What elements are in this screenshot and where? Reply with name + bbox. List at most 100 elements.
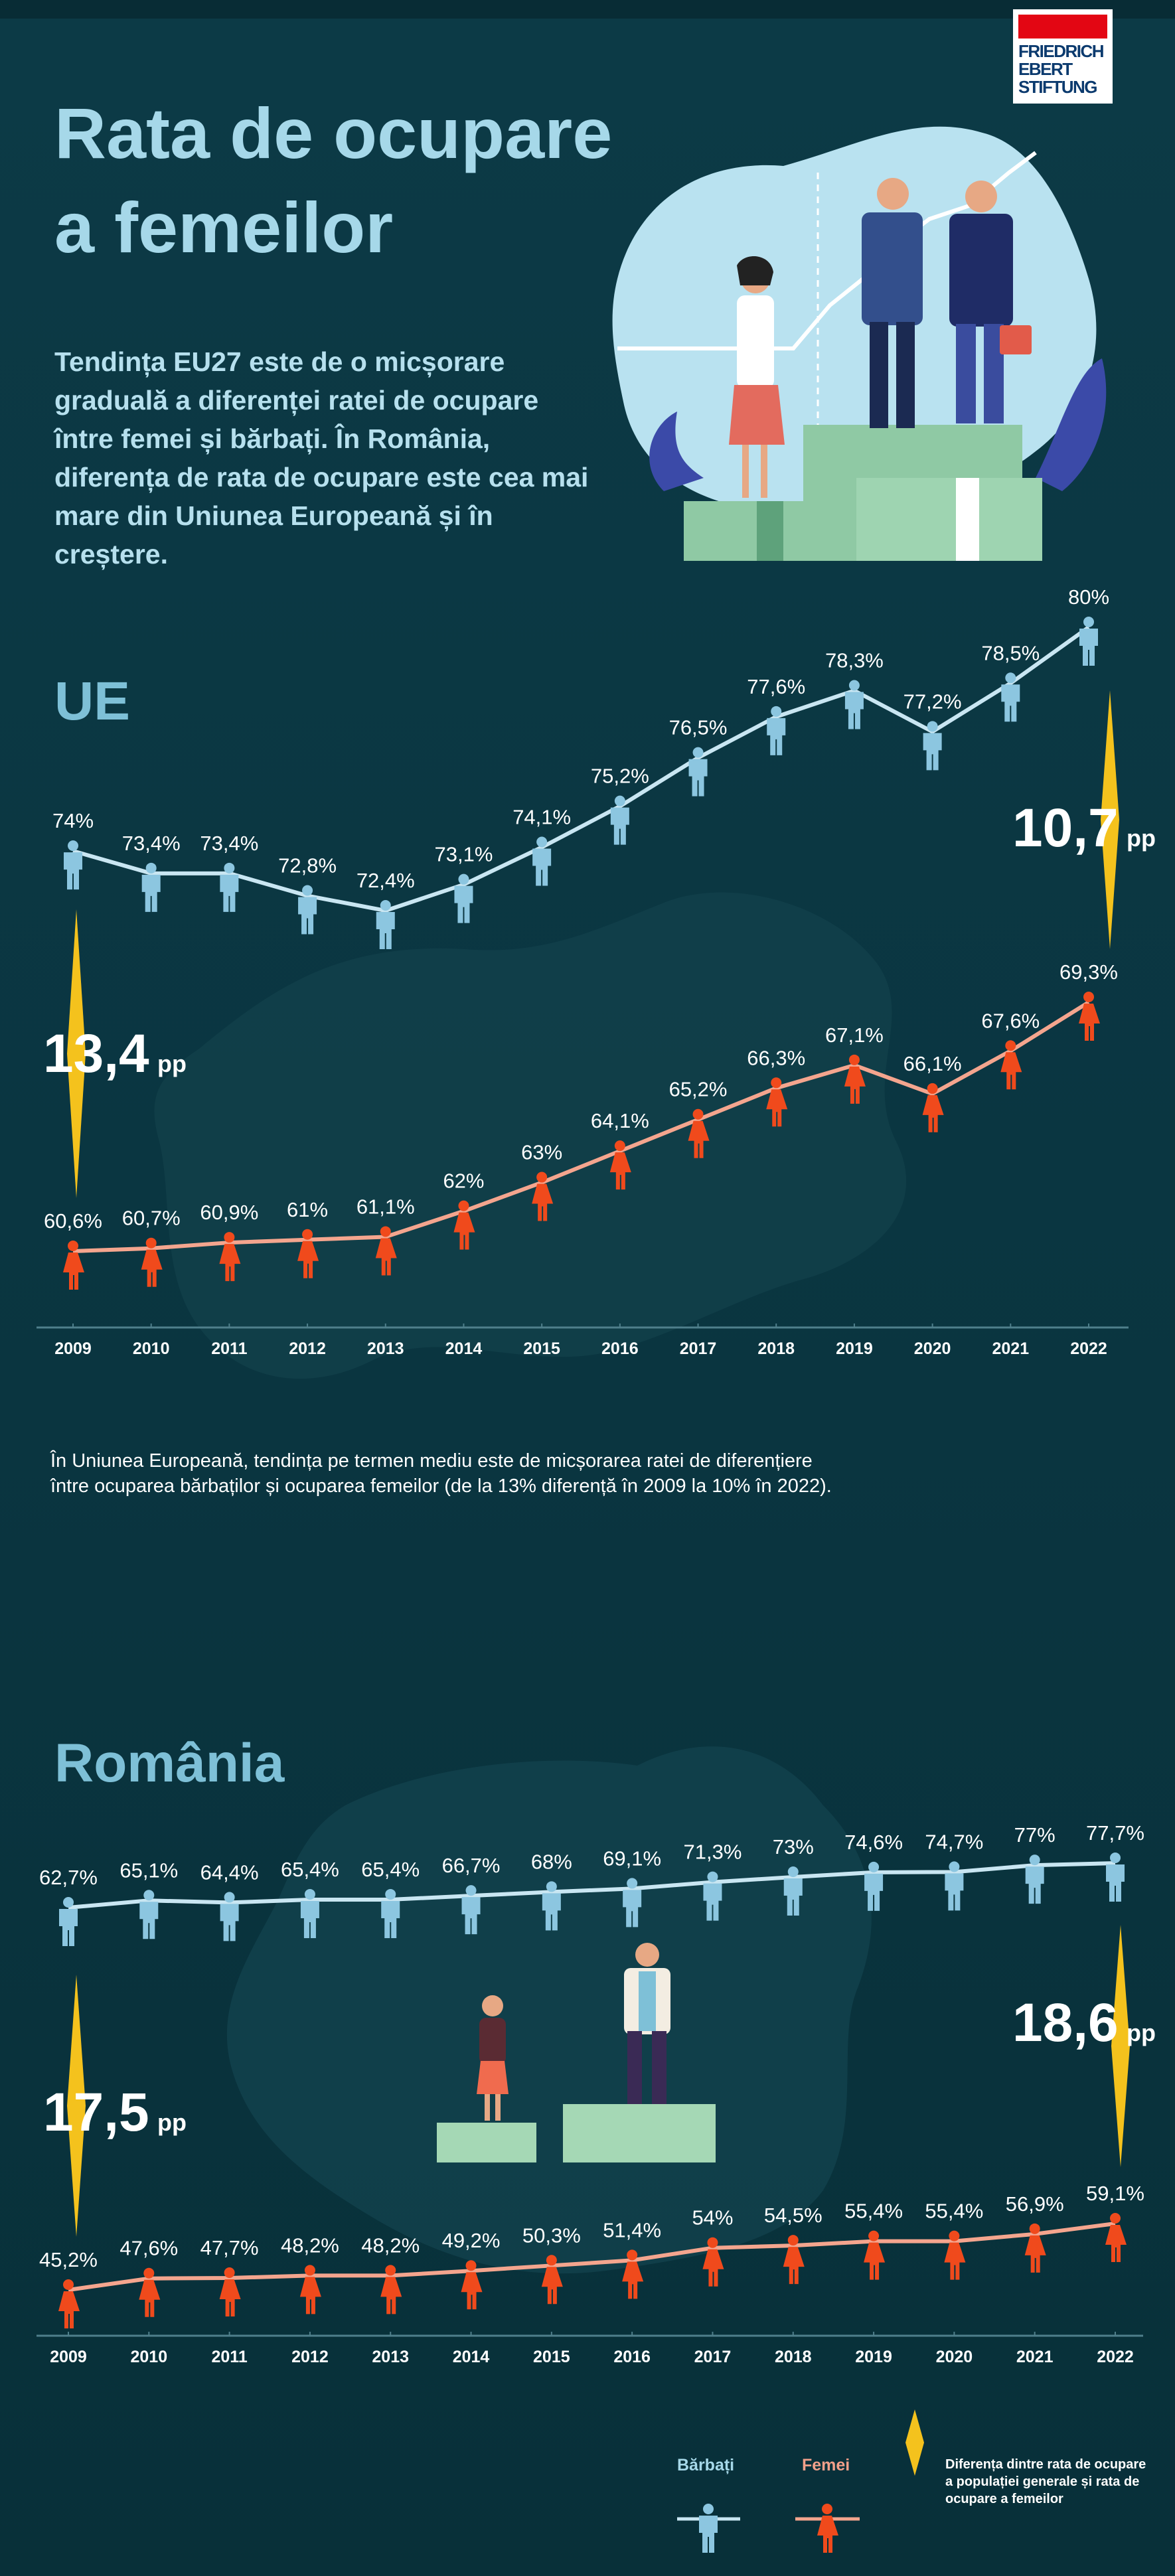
chart-ro-gap-value-0: 17,5 [43,2082,149,2143]
legend-gap-icon [905,2409,924,2476]
chart-ue-value-label-1-11: 66,1% [903,1052,962,1075]
chart-ro-value-label-1-6: 50,3% [522,2224,581,2247]
chart-ro-value-label-0-12: 77% [1014,1823,1056,1847]
chart-ue-women-marker-6 [532,1172,554,1221]
chart-ro-year-label-2: 2011 [211,2348,247,2366]
leaf-left [649,412,704,491]
chart-ue-men-marker-5 [454,873,473,923]
chart-ro-year-label-10: 2019 [855,2348,892,2366]
chart-ue-value-label-1-1: 60,7% [122,1207,181,1230]
logo-line-1: FRIEDRICH [1018,41,1105,61]
chart-ro-men-marker-12 [1025,1855,1044,1904]
chart-ue-series-line-0 [72,625,1090,913]
chart-ro-men-marker-2 [220,1892,239,1941]
logo-text: FRIEDRICH EBERT STIFTUNG [1018,42,1107,96]
romania-man-figure [624,1943,670,2104]
money-stack-3-band [956,478,979,561]
chart-ue-gap-bar-1 [1101,690,1119,949]
chart-ue-women-marker-3 [297,1229,319,1278]
chart-ro-gap-bar-1 [1111,1925,1130,2167]
legend-gap: Diferența dintre rata de ocupare a popul… [945,2456,1151,2549]
chart-ue-men-marker-9 [767,706,786,755]
chart-ue-value-label-0-11: 77,2% [903,690,962,713]
chart-ro-men-marker-3 [300,1888,319,1938]
chart-ue-men-marker-13 [1079,617,1098,666]
title-line-2: a femeilor [54,187,394,267]
chart-ue-year-label-10: 2019 [836,1339,873,1358]
chart-ro-year-label-6: 2015 [533,2348,570,2366]
chart-ro-value-label-0-9: 73% [773,1835,814,1858]
money-stack-big [563,2104,716,2162]
chart-ue-value-label-1-7: 64,1% [591,1109,649,1132]
chart-ue-value-label-0-12: 78,5% [981,641,1040,664]
chart-ro-year-label-9: 2018 [775,2348,812,2366]
chart-ro-value-label-0-8: 71,3% [684,1841,742,1864]
chart-ro-year-label-11: 2020 [936,2348,973,2366]
chart-ro-gap-unit-0: pp [157,2109,187,2136]
chart-ue-value-label-0-9: 77,6% [747,675,805,698]
chart-ro-women-marker-10 [864,2230,886,2280]
chart-ro-women-marker-13 [1105,2213,1127,2262]
chart-ue-men-marker-11 [923,721,942,771]
leaf-right [1036,358,1107,491]
chart-ro-value-label-1-1: 47,6% [119,2237,178,2260]
chart-ue-year-label-7: 2016 [601,1339,639,1358]
chart-ue-year-label-1: 2010 [133,1339,170,1358]
section-title-ue: UE [54,671,130,731]
chart-ue-women-marker-2 [219,1232,241,1282]
chart-ro-men-marker-13 [1106,1853,1125,1902]
chart-ro-value-label-0-4: 65,4% [361,1858,420,1881]
chart-ue-women-marker-11 [922,1083,944,1132]
chart-ro-value-label-1-5: 49,2% [442,2229,501,2252]
fes-logo: FRIEDRICH EBERT STIFTUNG [1013,9,1113,104]
chart-ro-value-label-1-4: 48,2% [361,2234,420,2257]
chart-ue-year-label-3: 2012 [289,1339,326,1358]
legend-gap-label: Diferența dintre rata de ocupare a popul… [945,2457,1146,2506]
chart-ue-men-marker-1 [141,862,161,912]
chart-ro-value-label-0-5: 66,7% [442,1854,501,1877]
chart-ue-value-label-1-9: 66,3% [747,1046,805,1069]
chart-ro-men-marker-4 [381,1888,400,1938]
chart-ro-value-label-1-9: 54,5% [764,2204,822,2227]
chart-ro-women-marker-8 [702,2237,724,2287]
chart-ue-value-label-1-5: 62% [443,1170,484,1193]
chart-ue-value-label-0-10: 78,3% [825,649,884,672]
money-stack-small [437,2123,536,2162]
chart-ue-value-label-1-12: 67,6% [981,1009,1040,1032]
chart-ue-women-marker-0 [63,1241,84,1290]
chart-ue-women-marker-9 [766,1077,788,1127]
chart-ue-men-marker-2 [220,862,239,912]
chart-ro-value-label-0-7: 69,1% [603,1847,661,1870]
chart-ro-women-marker-2 [219,2267,241,2317]
money-stack-1-band [757,501,783,561]
chart-ro-value-label-0-11: 74,7% [925,1830,983,1853]
chart-ue-women-marker-1 [141,1237,163,1287]
chart-ro-year-label-7: 2016 [613,2348,651,2366]
chart-ro-year-label-4: 2013 [372,2348,409,2366]
chart-ro-men-marker-11 [945,1861,964,1911]
hero-woman-figure [729,256,785,498]
chart-ro-value-label-0-0: 62,7% [39,1866,98,1889]
chart-ue-gap-value-0: 13,4 [43,1023,149,1084]
chart-ro-value-label-0-10: 74,6% [844,1831,903,1854]
chart-ro-women-marker-5 [461,2260,483,2310]
briefcase-icon [1000,325,1032,354]
legend-women-label: Femei [802,2456,850,2474]
chart-ro-men-marker-0 [59,1897,78,1946]
chart-ue-year-label-9: 2018 [757,1339,795,1358]
chart-ue-value-label-0-13: 80% [1068,585,1109,609]
intro-text: Tendința EU27 este de o micșorare gradua… [54,346,589,569]
chart-ue-gap-unit-0: pp [157,1050,187,1077]
legend-men-icon [699,2504,718,2553]
chart-ro-year-label-3: 2012 [291,2348,329,2366]
chart-ue-men-marker-8 [688,747,708,796]
chart-ue-year-label-12: 2021 [992,1339,1029,1358]
chart-ro-gap-bar-0 [67,1975,86,2237]
logo-line-2: EBERT [1018,59,1073,79]
chart-ro-men-marker-10 [864,1861,884,1911]
chart-ue-value-label-1-10: 67,1% [825,1023,884,1047]
chart-ro-value-label-1-13: 59,1% [1086,2182,1144,2205]
chart-ue-value-label-0-6: 74,1% [512,805,571,828]
chart-ue-men-marker-7 [610,795,629,845]
